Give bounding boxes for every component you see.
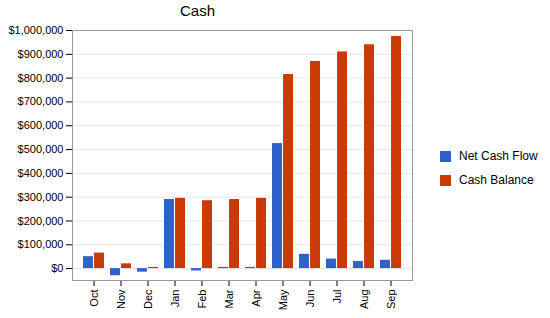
svg-text:May: May: [277, 289, 289, 310]
svg-text:$300,000: $300,000: [18, 191, 64, 203]
html-text:Net Cash Flow: Net Cash Flow: [459, 149, 538, 163]
svg-text:$600,000: $600,000: [18, 119, 64, 131]
svg-text:$200,000: $200,000: [18, 214, 64, 226]
svg-text:Jun: Jun: [304, 290, 316, 308]
html-text:Cash: Cash: [180, 2, 215, 19]
svg-text:Jul: Jul: [331, 290, 343, 304]
svg-text:Sep: Sep: [385, 290, 397, 310]
svg-text:Oct: Oct: [88, 290, 100, 307]
svg-text:$0: $0: [51, 262, 63, 274]
svg-text:$800,000: $800,000: [18, 72, 64, 84]
svg-text:Jan: Jan: [169, 290, 181, 308]
svg-text:Feb: Feb: [196, 290, 208, 309]
svg-text:$100,000: $100,000: [18, 238, 64, 250]
svg-text:Mar: Mar: [223, 289, 235, 308]
svg-text:Dec: Dec: [142, 289, 154, 309]
svg-text:Apr: Apr: [250, 289, 262, 306]
svg-text:$500,000: $500,000: [18, 143, 64, 155]
svg-text:$400,000: $400,000: [18, 167, 64, 179]
svg-text:Aug: Aug: [358, 290, 370, 310]
svg-text:Nov: Nov: [115, 289, 127, 309]
svg-text:$1,000,000: $1,000,000: [8, 24, 63, 36]
svg-text:$700,000: $700,000: [18, 95, 64, 107]
svg-text:$900,000: $900,000: [18, 48, 64, 60]
html-text:Cash Balance: Cash Balance: [459, 173, 534, 187]
